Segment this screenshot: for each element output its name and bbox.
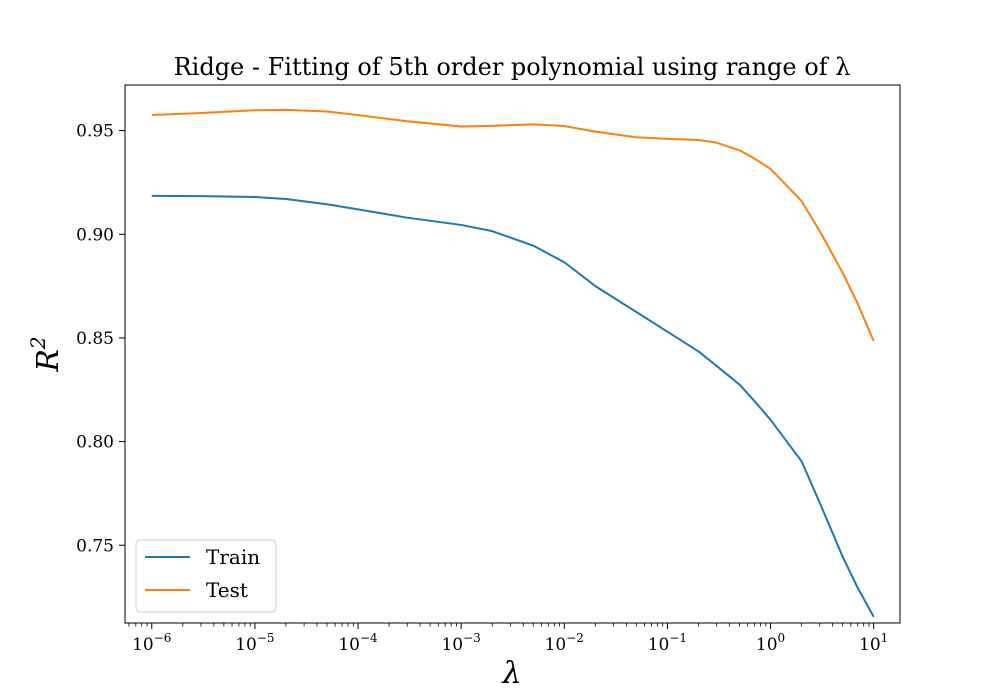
- y-tick-label: 0.80: [76, 433, 114, 453]
- plot-area: [124, 84, 901, 624]
- x-tick-label: 10−1: [648, 631, 687, 655]
- y-tick-label: 0.85: [76, 329, 114, 349]
- x-tick-label: 101: [859, 631, 888, 655]
- x-tick-label: 10−2: [545, 631, 584, 655]
- y-axis-label-superscript: 2: [26, 336, 50, 350]
- legend-label-test: Test: [206, 578, 248, 602]
- x-tick-label: 10−6: [132, 631, 171, 655]
- series-line-test: [151, 108, 875, 342]
- x-tick-label: 100: [756, 631, 785, 655]
- y-axis: 0.75 0.80 0.85 0.90 0.95: [76, 122, 125, 556]
- series-line-train: [151, 194, 875, 618]
- x-tick-label: 10−5: [235, 631, 274, 655]
- legend: Train Test: [135, 539, 277, 613]
- chart-title: Ridge - Fitting of 5th order polynomial …: [174, 53, 851, 81]
- y-axis-label-base: R: [31, 349, 66, 373]
- y-tick-label: 0.95: [76, 122, 114, 142]
- x-axis-label: λ: [501, 656, 521, 691]
- y-tick-label: 0.75: [76, 536, 114, 556]
- legend-label-train: Train: [206, 545, 260, 569]
- x-tick-label: 10−3: [441, 631, 480, 655]
- x-axis: 10−6 10−5 10−4 10−3 10−2 10−1 100 101: [128, 623, 888, 655]
- y-tick-label: 0.90: [76, 225, 114, 245]
- y-axis-label: R2: [26, 336, 66, 372]
- x-tick-label: 10−4: [338, 631, 378, 655]
